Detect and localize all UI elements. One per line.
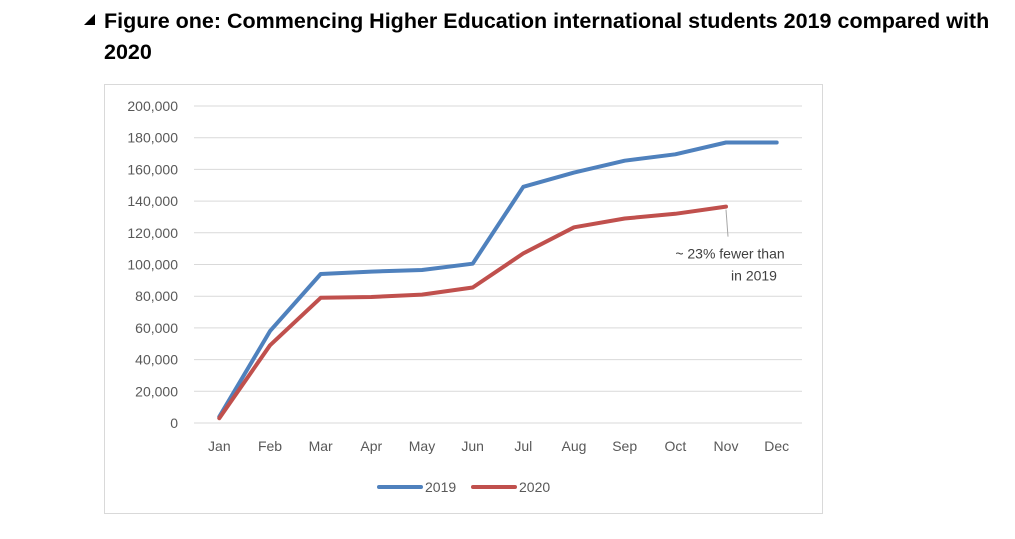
y-tick-label: 140,000 [127, 193, 178, 209]
series-line-2019 [217, 140, 779, 419]
figure-title: Figure one: Commencing Higher Education … [104, 9, 990, 64]
series-lines [217, 140, 779, 421]
series-line-2020 [217, 204, 728, 421]
y-tick-label: 180,000 [127, 130, 178, 146]
x-tick-label: Oct [664, 438, 686, 454]
y-tick-label: 160,000 [127, 161, 178, 177]
x-axis-labels: Jan Feb Mar Apr May Jun Jul Aug Sep Oct Nov Dec [208, 438, 789, 454]
x-tick-label: Dec [764, 438, 789, 454]
y-tick-label: 200,000 [127, 98, 178, 114]
x-tick-label: Jul [514, 438, 532, 454]
x-tick-label: Jun [461, 438, 484, 454]
y-tick-label: 100,000 [127, 257, 178, 273]
legend-label: 2019 [425, 479, 456, 495]
annotation-text: in 2019 [731, 268, 777, 284]
y-tick-label: 40,000 [135, 352, 178, 368]
annotation-leader-line [725, 209, 729, 237]
x-tick-label: Aug [562, 438, 587, 454]
legend: 2019 2020 [377, 479, 550, 495]
chart-area: 0 20,000 40,000 60,000 80,000 100,000 120,000 1… [104, 84, 823, 514]
x-tick-label: Apr [360, 438, 382, 454]
annotations: ~ 23% fewer than in 2019 [675, 209, 785, 284]
y-tick-label: 0 [170, 415, 178, 431]
line-chart: 0 20,000 40,000 60,000 80,000 100,000 120,000 1… [127, 98, 802, 495]
y-tick-label: 20,000 [135, 383, 178, 399]
y-tick-label: 80,000 [135, 288, 178, 304]
x-tick-label: Jan [208, 438, 231, 454]
gridlines [194, 105, 802, 424]
y-tick-label: 60,000 [135, 320, 178, 336]
collapse-triangle-icon[interactable] [84, 14, 95, 25]
annotation-text: ~ 23% fewer than [675, 246, 784, 262]
x-tick-label: Mar [309, 438, 333, 454]
y-axis-labels: 0 20,000 40,000 60,000 80,000 100,000 120,000 1… [127, 98, 178, 431]
x-tick-label: Nov [714, 438, 739, 454]
y-tick-label: 120,000 [127, 225, 178, 241]
x-tick-label: Feb [258, 438, 282, 454]
x-tick-label: May [409, 438, 435, 454]
x-tick-label: Sep [612, 438, 637, 454]
legend-label: 2020 [519, 479, 550, 495]
